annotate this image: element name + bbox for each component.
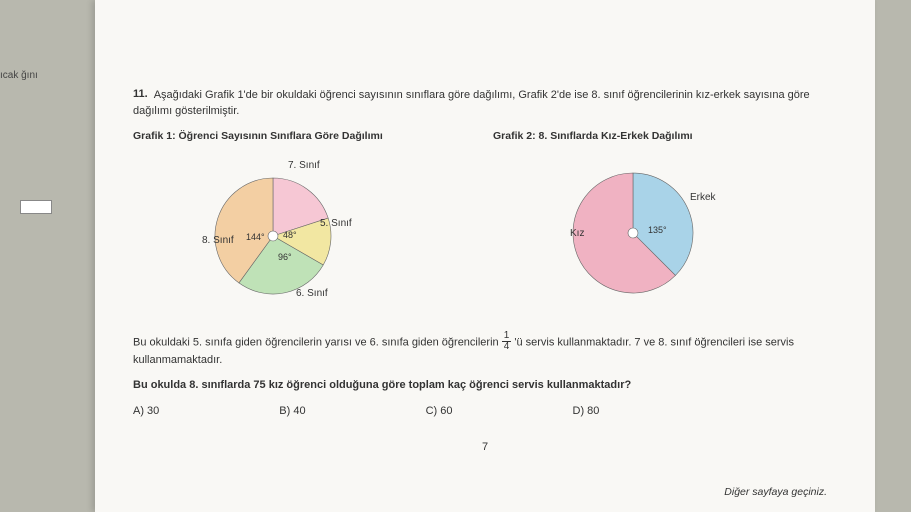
body-part-1: Bu okuldaki 5. sınıfa giden öğrencilerin… [133,336,502,348]
margin-box [20,200,52,214]
chart-2-title: Grafik 2: 8. Sınıflarda Kız-Erkek Dağılı… [493,130,793,142]
answer-options: A) 30 B) 40 C) 60 D) 80 [133,405,837,417]
chart-2-block: Grafik 2: 8. Sınıflarda Kız-Erkek Dağılı… [493,130,793,318]
svg-text:5. Sınıf: 5. Sınıf [320,218,352,229]
option-c[interactable]: C) 60 [426,405,453,417]
chart-1-block: Grafik 1: Öğrenci Sayısının Sınıflara Gö… [133,130,433,318]
svg-text:96°: 96° [278,252,292,262]
question-intro: Aşağıdaki Grafik 1'de bir okuldaki öğren… [133,89,810,117]
question-body: Bu okuldaki 5. sınıfa giden öğrencilerin… [133,332,837,369]
option-a[interactable]: A) 30 [133,405,159,417]
svg-text:48°: 48° [283,230,297,240]
footer-instruction: Diğer sayfaya geçiniz. [724,486,827,498]
svg-text:135°: 135° [648,225,667,235]
svg-text:144°: 144° [246,232,265,242]
svg-text:Kız: Kız [570,228,584,239]
faded-previous-content [133,18,837,88]
option-d[interactable]: D) 80 [573,405,600,417]
margin-text-fragment: ıcak ğını [0,70,38,81]
svg-text:7. Sınıf: 7. Sınıf [288,160,320,171]
svg-text:Erkek: Erkek [690,192,717,203]
question-number: 11. [133,88,148,100]
question-11: 11. Aşağıdaki Grafik 1'de bir okuldaki ö… [133,88,837,120]
pie-chart-1: 144° 48° 96° 7. Sınıf 5. Sınıf 6. Sınıf 8. Sın… [188,148,378,318]
worksheet-page: 11. Aşağıdaki Grafik 1'de bir okuldaki ö… [95,0,875,512]
svg-text:8. Sınıf: 8. Sınıf [202,235,234,246]
chart-1-title: Grafik 1: Öğrenci Sayısının Sınıflara Gö… [133,130,433,142]
pie-chart-2: 135° Erkek Kız [548,148,738,318]
fraction: 14 [502,331,512,352]
fraction-den: 4 [502,342,512,352]
option-b[interactable]: B) 40 [279,405,305,417]
page-number: 7 [133,441,837,453]
svg-text:6. Sınıf: 6. Sınıf [296,288,328,299]
main-question: Bu okulda 8. sınıflarda 75 kız öğrenci o… [133,379,837,391]
